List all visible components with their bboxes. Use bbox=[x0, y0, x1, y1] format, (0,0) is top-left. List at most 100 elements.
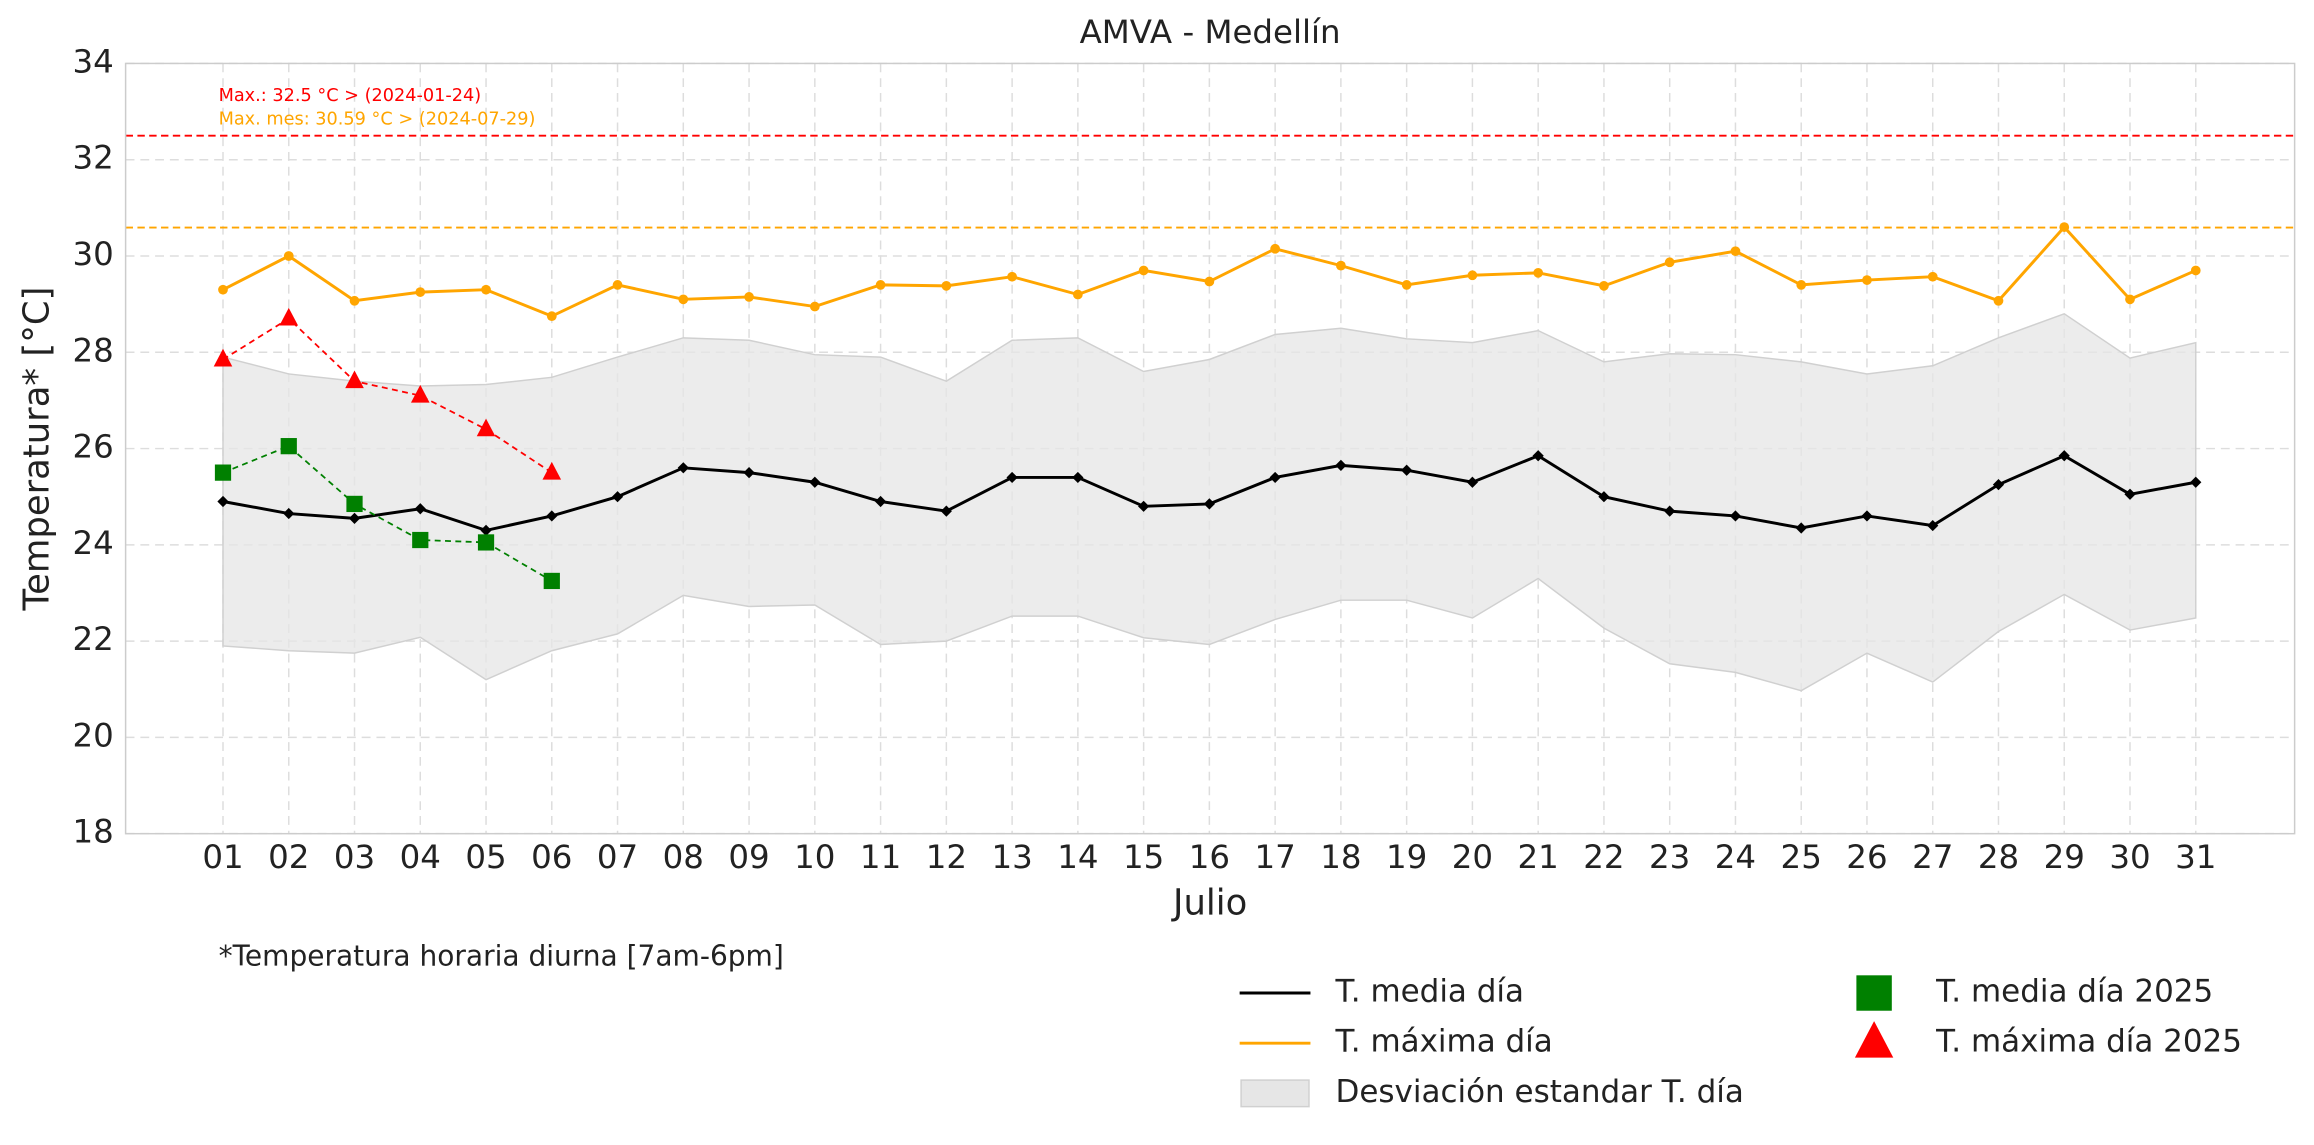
legend-swatch bbox=[1854, 1021, 1894, 1058]
plot-frame bbox=[124, 62, 2296, 835]
x-tick-label: 19 bbox=[1386, 838, 1427, 876]
y-tick-label: 34 bbox=[73, 42, 114, 80]
data-point bbox=[1598, 491, 1610, 503]
series-line bbox=[222, 445, 553, 582]
x-tick-label: 22 bbox=[1583, 838, 1624, 876]
legend-label: T. media día 2025 bbox=[1935, 974, 2213, 1010]
y-tick-label: 24 bbox=[73, 524, 114, 562]
x-tick-label: 30 bbox=[2109, 838, 2150, 876]
data-point bbox=[1269, 471, 1281, 484]
x-tick-label: 04 bbox=[400, 838, 441, 876]
data-point bbox=[2058, 450, 2070, 462]
data-point bbox=[349, 295, 360, 306]
x-tick-label: 29 bbox=[2044, 838, 2085, 876]
y-tick-label: 18 bbox=[73, 813, 114, 851]
x-tick-label: 06 bbox=[531, 838, 572, 876]
data-point bbox=[1992, 479, 2005, 491]
data-point bbox=[415, 287, 426, 297]
x-tick-label: 27 bbox=[1912, 838, 1953, 876]
data-point bbox=[874, 495, 887, 508]
x-tick-label: 20 bbox=[1452, 838, 1493, 876]
data-point bbox=[2059, 222, 2070, 232]
data-point bbox=[279, 307, 299, 326]
data-point bbox=[809, 301, 820, 312]
x-tick-label: 03 bbox=[334, 838, 375, 876]
y-tick-label: 28 bbox=[73, 331, 114, 369]
legend-label: Desviación estandar T. día bbox=[1336, 1074, 1744, 1110]
data-point bbox=[414, 503, 426, 515]
data-point bbox=[2125, 294, 2135, 305]
legend-label: T. máxima día 2025 bbox=[1935, 1024, 2242, 1060]
y-tick-label: 22 bbox=[73, 620, 114, 658]
data-point bbox=[743, 467, 755, 479]
data-point bbox=[1335, 459, 1347, 472]
data-point bbox=[1664, 505, 1676, 517]
data-point bbox=[1795, 522, 1807, 534]
data-point bbox=[345, 370, 364, 389]
data-point bbox=[543, 572, 560, 590]
data-point bbox=[1796, 280, 1807, 290]
legend-label: T. máxima día bbox=[1335, 1024, 1553, 1060]
data-point bbox=[1729, 510, 1742, 522]
x-tick-label: 17 bbox=[1254, 838, 1295, 876]
x-tick-label: 23 bbox=[1649, 838, 1690, 876]
data-point bbox=[1204, 276, 1215, 287]
x-tick-label: 16 bbox=[1189, 838, 1230, 876]
data-point bbox=[875, 280, 886, 290]
legend-label: T. media día bbox=[1335, 974, 1524, 1010]
data-point bbox=[2124, 488, 2136, 500]
data-point bbox=[1927, 519, 1939, 532]
y-axis-label: Temperatura* [°C] bbox=[17, 287, 58, 612]
data-point bbox=[1203, 498, 1215, 510]
data-point bbox=[542, 461, 562, 480]
data-point bbox=[213, 348, 233, 367]
x-tick-label: 15 bbox=[1123, 838, 1164, 876]
reference-label: Max.: 32.5 °C > (2024-01-24) bbox=[219, 86, 482, 106]
data-point bbox=[1336, 260, 1346, 271]
data-point bbox=[477, 534, 495, 551]
x-axis-label: Julio bbox=[1171, 882, 1247, 923]
data-point bbox=[214, 464, 232, 481]
data-point bbox=[1862, 275, 1872, 285]
x-tick-label: 18 bbox=[1320, 838, 1361, 876]
y-tick-label: 26 bbox=[73, 428, 114, 466]
data-point bbox=[1466, 476, 1479, 488]
data-point bbox=[1993, 295, 2004, 306]
x-tick-label: 26 bbox=[1846, 838, 1887, 876]
data-point bbox=[677, 462, 689, 474]
data-point bbox=[1138, 265, 1149, 276]
data-point bbox=[410, 384, 430, 403]
data-point bbox=[612, 280, 623, 290]
series-line bbox=[222, 317, 553, 474]
data-point bbox=[412, 531, 429, 549]
data-point bbox=[1006, 471, 1018, 484]
x-tick-label: 10 bbox=[794, 838, 835, 876]
y-tick-label: 30 bbox=[73, 235, 114, 273]
data-point bbox=[941, 280, 952, 291]
data-point bbox=[1599, 280, 1609, 291]
data-point bbox=[546, 311, 557, 322]
data-point bbox=[809, 476, 821, 488]
x-tick-label: 05 bbox=[465, 838, 506, 876]
chart-title: AMVA - Medellín bbox=[1080, 13, 1341, 51]
y-tick-label: 32 bbox=[73, 139, 114, 177]
x-tick-label: 14 bbox=[1057, 838, 1098, 876]
x-tick-label: 01 bbox=[202, 838, 243, 876]
data-point bbox=[1401, 464, 1413, 476]
x-tick-label: 12 bbox=[926, 838, 967, 876]
x-tick-label: 21 bbox=[1518, 838, 1559, 876]
data-point bbox=[1270, 243, 1281, 254]
data-point bbox=[1401, 280, 1412, 290]
data-point bbox=[283, 251, 294, 261]
legend-swatch bbox=[1856, 975, 1892, 1011]
x-tick-label: 25 bbox=[1781, 838, 1822, 876]
x-tick-label: 13 bbox=[991, 838, 1032, 876]
data-point bbox=[280, 438, 297, 455]
data-point bbox=[1007, 271, 1017, 282]
data-point bbox=[1533, 267, 1544, 278]
data-point bbox=[678, 294, 689, 305]
x-tick-label: 24 bbox=[1715, 838, 1756, 876]
data-point bbox=[217, 495, 229, 508]
data-point bbox=[1072, 289, 1083, 300]
data-point bbox=[480, 524, 492, 536]
